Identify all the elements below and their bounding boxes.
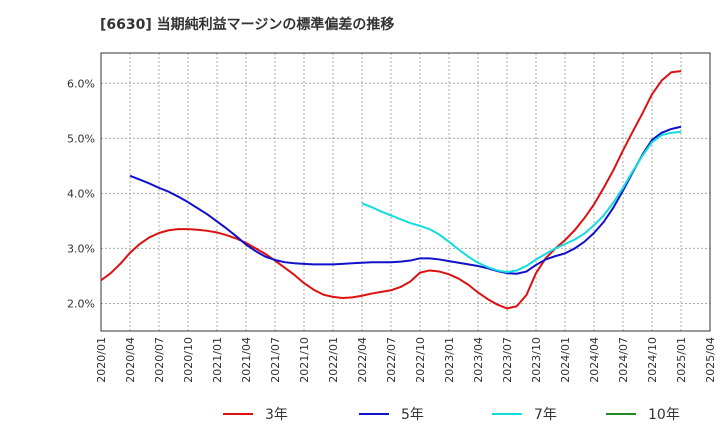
x-tick-label: 2022/10 (414, 337, 427, 383)
legend-label-4: 10年 (648, 407, 680, 423)
x-tick-label: 2022/07 (385, 337, 398, 383)
x-tick-label: 2022/04 (356, 337, 369, 383)
y-tick-label: 6.0% (67, 77, 95, 90)
plot-area (101, 53, 710, 331)
legend-label-1: 3年 (265, 407, 288, 423)
x-tick-label: 2021/01 (211, 337, 224, 383)
y-tick-label: 3.0% (67, 242, 95, 255)
x-tick-label: 2021/04 (240, 337, 253, 383)
x-tick-label: 2024/01 (559, 337, 572, 383)
legend-label-2: 5年 (401, 407, 424, 423)
x-tick-label: 2024/10 (646, 337, 659, 383)
y-tick-label: 5.0% (67, 132, 95, 145)
x-tick-label: 2021/07 (269, 337, 282, 383)
series-line-3 (361, 130, 682, 274)
x-tick-label: 2021/10 (298, 337, 311, 383)
x-tick-label: 2023/01 (443, 337, 456, 383)
chart-title: [6630] 当期純利益マージンの標準偏差の推移 (100, 17, 395, 33)
series-line-1 (100, 70, 682, 310)
x-tick-label: 2024/04 (588, 337, 601, 383)
legend-label-3: 7年 (534, 407, 557, 423)
x-tick-label: 2020/10 (182, 337, 195, 383)
x-tick-label: 2020/04 (124, 337, 137, 383)
x-tick-label: 2023/07 (501, 337, 514, 383)
y-tick-label: 4.0% (67, 187, 95, 200)
plot-frame (100, 52, 711, 332)
x-tick-label: 2023/10 (530, 337, 543, 383)
x-tick-label: 2020/07 (153, 337, 166, 383)
x-tick-label: 2025/01 (675, 337, 688, 383)
series-line-2 (129, 125, 682, 275)
x-tick-label: 2025/04 (704, 337, 717, 383)
x-tick-label: 2022/01 (327, 337, 340, 383)
y-tick-label: 2.0% (67, 297, 95, 310)
x-tick-label: 2020/01 (95, 337, 108, 383)
x-tick-label: 2024/07 (617, 337, 630, 383)
x-tick-label: 2023/04 (472, 337, 485, 383)
